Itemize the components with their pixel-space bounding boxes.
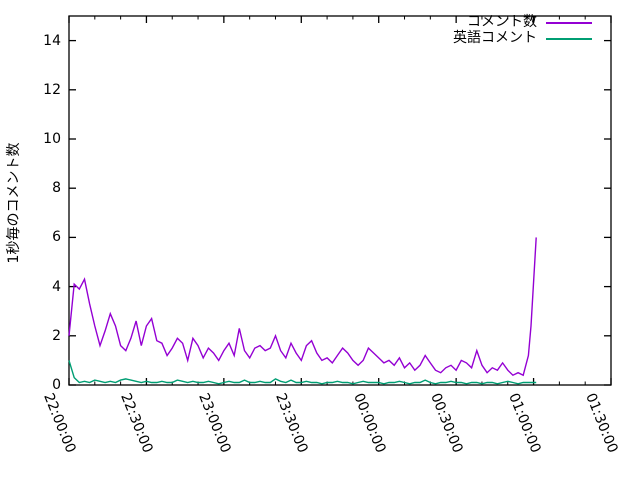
legend-label-comment-count: コメント数 <box>467 14 537 30</box>
legend-line-comment-count-icon <box>546 21 592 24</box>
chart-border <box>68 15 612 386</box>
legend-row-comment-count: コメント数 <box>430 15 592 30</box>
series-line-1 <box>68 360 537 385</box>
y-tick-label: 2 <box>52 327 61 344</box>
legend-label-english-comment: 英語コメント <box>453 30 537 46</box>
y-tick-label: 8 <box>52 180 61 197</box>
y-tick-label: 0 <box>52 377 61 393</box>
y-tick-label: 4 <box>52 278 61 295</box>
legend: コメント数 英語コメント <box>430 15 592 46</box>
y-tick-label: 10 <box>43 131 61 147</box>
legend-row-english-comment: 英語コメント <box>430 31 592 46</box>
y-tick-label: 6 <box>52 229 61 246</box>
y-tick-label: 12 <box>43 81 61 98</box>
series-line-0 <box>68 237 537 377</box>
legend-line-english-comment-icon <box>546 37 592 40</box>
y-tick-label: 14 <box>43 32 61 49</box>
